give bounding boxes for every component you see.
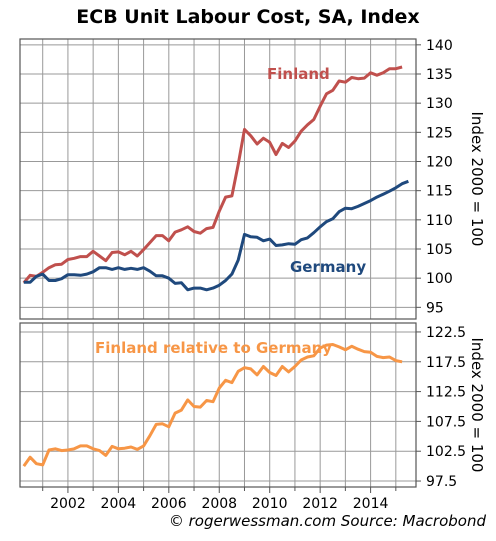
series-line-0	[22, 65, 403, 284]
x-tick-label: 2010	[252, 496, 288, 512]
y-tick-label: 100	[426, 271, 453, 287]
source-credit: © rogerwessman.com Source: Macrobond	[168, 512, 486, 530]
x-tick-label: 2004	[101, 496, 137, 512]
upper-panel: 95 100 105 110 115 120 125 130 135 140 Finland Ge…	[19, 38, 486, 320]
series-line-1	[23, 179, 409, 292]
y-tick-label: 105	[426, 242, 453, 258]
x-tick-label: 2006	[151, 496, 187, 512]
lower-gridlines	[20, 323, 416, 487]
lower-frame	[19, 322, 417, 488]
y-tick-label: 115	[426, 184, 453, 200]
lower-y-axis-label: Index 2000 = 100	[468, 338, 486, 473]
lower-y-tick-labels: 97.5 102.5 107.5 112.5 117.5 122.5	[416, 325, 466, 490]
y-tick-label: 107.5	[426, 414, 466, 430]
y-tick-label: 120	[426, 155, 453, 171]
finland-series-label: Finland	[267, 65, 330, 83]
y-tick-label: 102.5	[426, 444, 466, 460]
y-tick-label: 97.5	[426, 474, 457, 490]
series-line-0	[22, 343, 403, 467]
y-tick-label: 110	[426, 213, 453, 229]
x-tick-label: 2002	[50, 496, 86, 512]
upper-y-axis-label: Index 2000 = 100	[468, 112, 486, 247]
y-tick-label: 125	[426, 125, 453, 141]
chart-title: ECB Unit Labour Cost, SA, Index	[76, 6, 420, 28]
y-tick-label: 95	[426, 300, 444, 316]
upper-gridlines	[20, 39, 416, 319]
x-tick-label: 2012	[302, 496, 338, 512]
y-tick-label: 130	[426, 96, 453, 112]
y-tick-label: 117.5	[426, 355, 466, 371]
y-tick-label: 122.5	[426, 325, 466, 341]
y-tick-label: 140	[426, 38, 453, 54]
lower-series-lines	[22, 343, 403, 467]
x-tick-labels: 2002 2004 2006 2008 2010 2012 2014	[42, 487, 397, 512]
upper-y-tick-labels: 95 100 105 110 115 120 125 130 135 140	[416, 38, 453, 316]
x-tick-label: 2014	[353, 496, 389, 512]
x-tick-label: 2008	[201, 496, 237, 512]
y-tick-label: 112.5	[426, 385, 466, 401]
upper-series-lines	[22, 65, 409, 292]
y-tick-label: 135	[426, 67, 453, 83]
relative-series-label: Finland relative to Germany	[95, 339, 332, 357]
germany-series-label: Germany	[290, 258, 366, 276]
upper-frame	[19, 38, 417, 320]
